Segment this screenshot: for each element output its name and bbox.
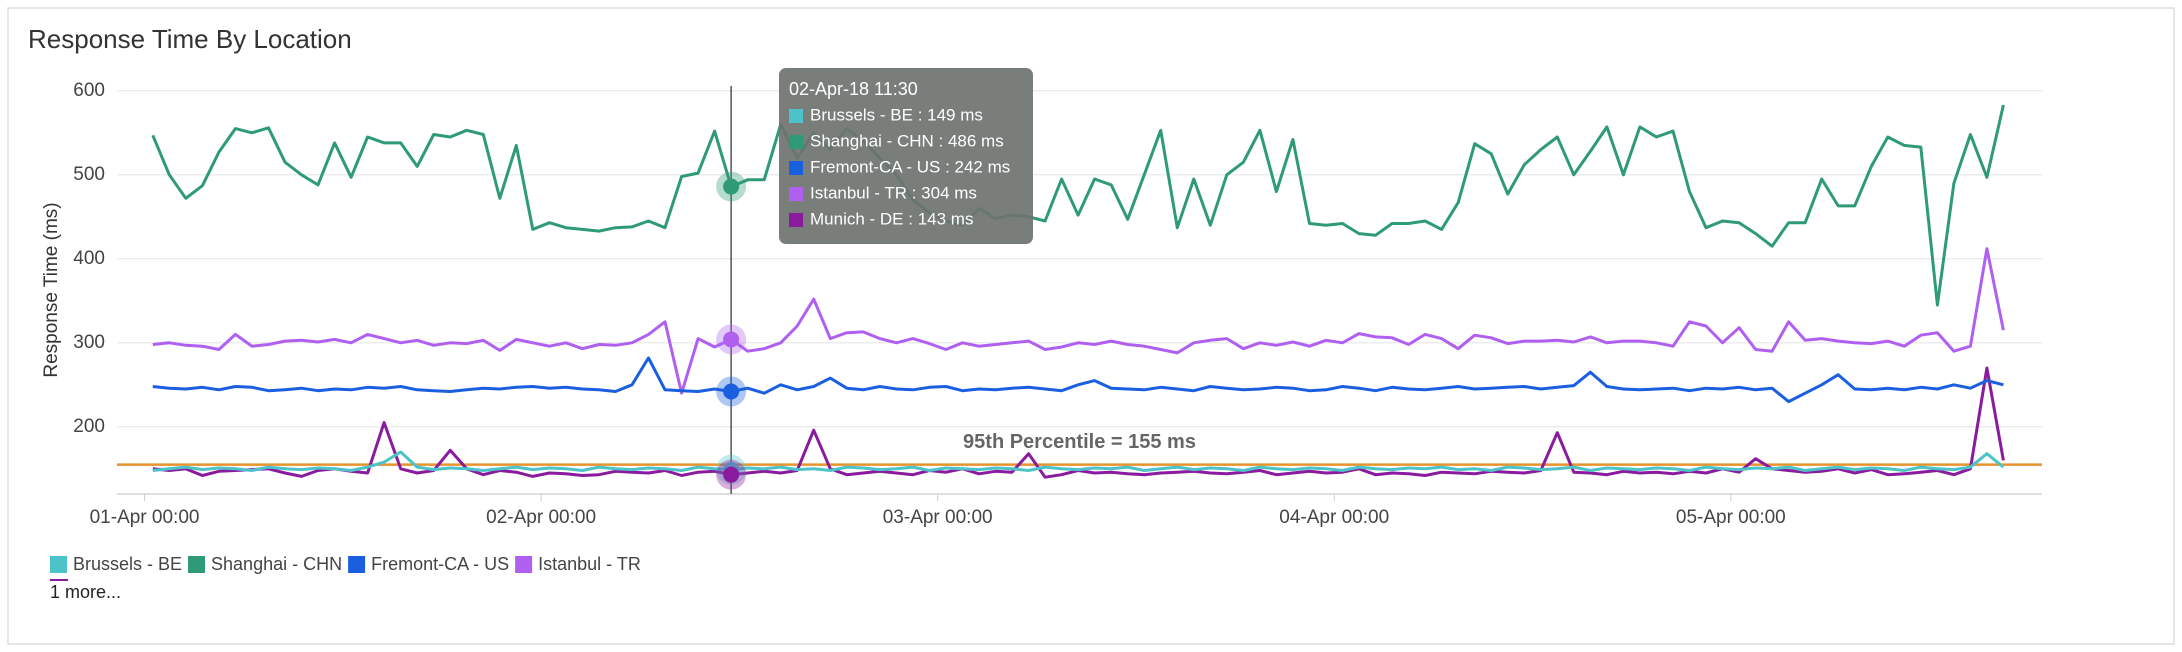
hover-point (723, 178, 740, 195)
y-tick-label: 300 (73, 332, 105, 353)
tooltip-title: 02-Apr-18 11:30 (789, 79, 918, 99)
tooltip-box (779, 68, 1033, 244)
panel-border (7, 7, 2175, 645)
legend-label: Brussels - BE (73, 554, 182, 574)
tooltip-item: Fremont-CA - US : 242 ms (810, 157, 1010, 176)
x-tick-label: 04-Apr 00:00 (1279, 507, 1389, 528)
tooltip-item: Shanghai - CHN : 486 ms (810, 131, 1004, 150)
hover-point (723, 466, 740, 483)
y-tick-label: 200 (73, 416, 105, 437)
y-axis-label: Response Time (ms) (41, 202, 62, 377)
hover-point (723, 331, 740, 348)
tooltip-item: Munich - DE : 143 ms (810, 209, 973, 228)
tooltip-swatch (789, 187, 803, 201)
hover-point (723, 383, 740, 400)
x-tick-label: 05-Apr 00:00 (1676, 507, 1786, 528)
legend-swatch (515, 556, 533, 573)
tooltip-swatch (789, 161, 803, 175)
legend-more[interactable]: 1 more... (50, 582, 121, 602)
tooltip-swatch (789, 135, 803, 149)
x-tick-label: 01-Apr 00:00 (90, 507, 200, 528)
tooltip-swatch (789, 213, 803, 227)
threshold-label: 95th Percentile = 155 ms (963, 431, 1196, 453)
y-tick-label: 600 (73, 80, 105, 101)
x-tick-label: 02-Apr 00:00 (486, 507, 596, 528)
legend-label: Shanghai - CHN (211, 554, 342, 574)
legend-swatch (50, 556, 67, 573)
tooltip-swatch (789, 109, 803, 123)
y-tick-label: 400 (73, 248, 105, 269)
legend-label: Istanbul - TR (538, 554, 641, 574)
tooltip-item: Brussels - BE : 149 ms (810, 105, 983, 124)
y-tick-label: 500 (73, 164, 105, 185)
series-line (151, 104, 2005, 307)
x-tick-label: 03-Apr 00:00 (883, 507, 993, 528)
series-line (152, 247, 2005, 395)
series-line (152, 356, 2004, 404)
legend-label: Fremont-CA - US (371, 554, 509, 574)
tooltip-item: Istanbul - TR : 304 ms (810, 183, 977, 202)
tooltip: 02-Apr-18 11:30 Brussels - BE : 149 ms Sha… (779, 68, 1033, 244)
legend-swatch (348, 556, 366, 573)
series-line (152, 450, 2005, 472)
legend-swatch (188, 556, 206, 573)
chart-title: Response Time By Location (28, 24, 352, 54)
